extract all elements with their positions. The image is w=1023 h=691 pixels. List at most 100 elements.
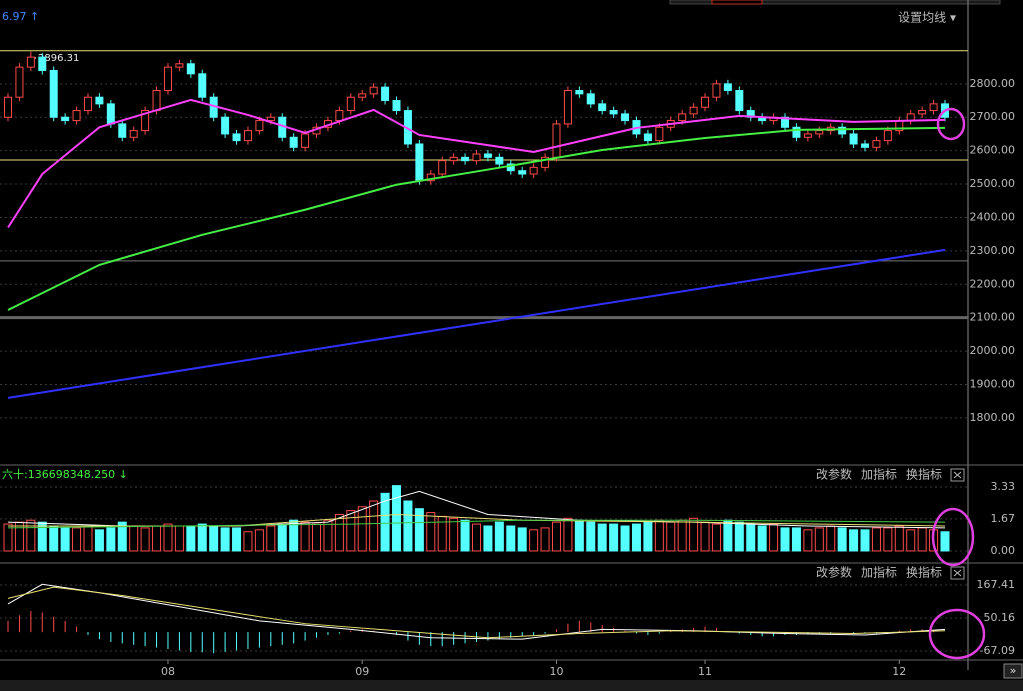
volume-bar <box>734 521 744 552</box>
volume-bar <box>894 525 904 552</box>
volume-bar <box>60 527 70 552</box>
volume-bar <box>83 525 93 552</box>
volume-bar <box>392 485 402 552</box>
candle-body <box>643 133 652 142</box>
volume-bar <box>197 523 207 552</box>
volume-bar <box>312 523 322 552</box>
indicator-button[interactable]: 改参数 <box>816 467 852 482</box>
candle-body <box>506 163 515 172</box>
candle-body <box>483 153 492 158</box>
indicator-line <box>7 126 946 311</box>
volume-bar <box>117 521 127 552</box>
candle-body <box>95 96 104 105</box>
volume-bar <box>769 523 779 552</box>
candle-body <box>849 133 858 145</box>
volume-bar <box>780 527 790 552</box>
indicator-line <box>7 248 946 399</box>
volume-bar <box>917 527 927 552</box>
volume-bar <box>426 512 436 552</box>
volume-bar <box>483 525 493 552</box>
candle-body <box>461 156 470 162</box>
volume-bar <box>49 525 59 552</box>
x-tick-label: 10 <box>549 665 563 678</box>
volume-bar <box>689 517 699 552</box>
indicator-button[interactable]: 换指标 <box>906 467 942 482</box>
volume-bar <box>711 523 721 552</box>
candle-body <box>883 130 892 142</box>
candle-body <box>106 103 115 125</box>
close-button[interactable] <box>950 468 965 482</box>
x-tick-label: 09 <box>355 665 369 678</box>
volume-header: 六十:136698348.250 ↓ <box>2 467 128 481</box>
candle-body <box>4 96 12 118</box>
indicator-line <box>7 98 946 229</box>
volume-bar <box>232 527 242 552</box>
y-tick-label: 1900.00 <box>970 377 1016 390</box>
candle-body <box>929 103 938 112</box>
indicator-button[interactable]: 换指标 <box>906 565 942 580</box>
close-button[interactable] <box>950 566 965 580</box>
candle-body <box>266 116 275 122</box>
y-tick-label: 2600.00 <box>970 144 1016 157</box>
volume-bar <box>277 523 287 552</box>
volume-bar <box>791 527 801 552</box>
candle-body <box>301 133 310 148</box>
candle-body <box>335 110 344 122</box>
candle-body <box>129 130 138 138</box>
candle-body <box>621 113 630 122</box>
indicator-button[interactable]: 加指标 <box>861 565 897 580</box>
volume-bar <box>369 500 379 552</box>
volume-bar <box>883 527 893 552</box>
volume-bar <box>517 527 527 552</box>
candle-body <box>518 170 527 175</box>
candle-body <box>815 130 824 135</box>
volume-bar <box>906 529 916 552</box>
candle-body <box>906 113 915 122</box>
highlight-circle <box>928 608 986 660</box>
candle-body <box>255 120 264 132</box>
volume-bar <box>72 527 82 552</box>
top-tabs <box>669 0 1001 5</box>
volume-bar <box>620 525 630 552</box>
candle-body <box>449 156 458 162</box>
highlight-circle <box>931 507 975 567</box>
indicator-button[interactable]: 加指标 <box>861 467 897 482</box>
y-tick-label: 2100.00 <box>970 311 1016 324</box>
candle-body <box>678 113 687 122</box>
y-tick-label: 3.33 <box>991 480 1016 493</box>
indicator-line <box>7 519 946 529</box>
candle-body <box>221 116 230 135</box>
expand-button[interactable] <box>1003 663 1023 679</box>
candle-body <box>792 126 801 138</box>
candle-body <box>381 86 390 102</box>
candle-body <box>563 90 572 125</box>
y-tick-label: 167.41 <box>977 578 1016 591</box>
candle-body <box>781 116 790 128</box>
candle-body <box>529 166 538 175</box>
active-tab <box>711 0 763 5</box>
y-tick-label: 1800.00 <box>970 411 1016 424</box>
candle-body <box>358 93 367 98</box>
volume-bar <box>597 523 607 552</box>
close-icon <box>953 471 962 479</box>
volume-bar <box>643 521 653 552</box>
candle-body <box>838 126 847 135</box>
y-tick-label: 2300.00 <box>970 244 1016 257</box>
indicator-button[interactable]: 改参数 <box>816 565 852 580</box>
ma-button[interactable]: 设置均线 ▾ <box>898 11 956 25</box>
volume-bar <box>871 527 881 552</box>
volume-bar <box>849 529 859 552</box>
volume-bar <box>700 521 710 552</box>
volume-bar <box>357 506 367 552</box>
candle-body <box>232 133 241 142</box>
volume-bar <box>757 525 767 552</box>
volume-bar <box>654 519 664 552</box>
header-value: 6.97 ↑ <box>2 10 39 23</box>
volume-bar <box>289 519 299 552</box>
candle-body <box>552 123 561 158</box>
highlight-circle <box>936 107 966 141</box>
volume-bar <box>860 529 870 552</box>
volume-bar <box>826 525 836 552</box>
candle-body <box>689 106 698 115</box>
